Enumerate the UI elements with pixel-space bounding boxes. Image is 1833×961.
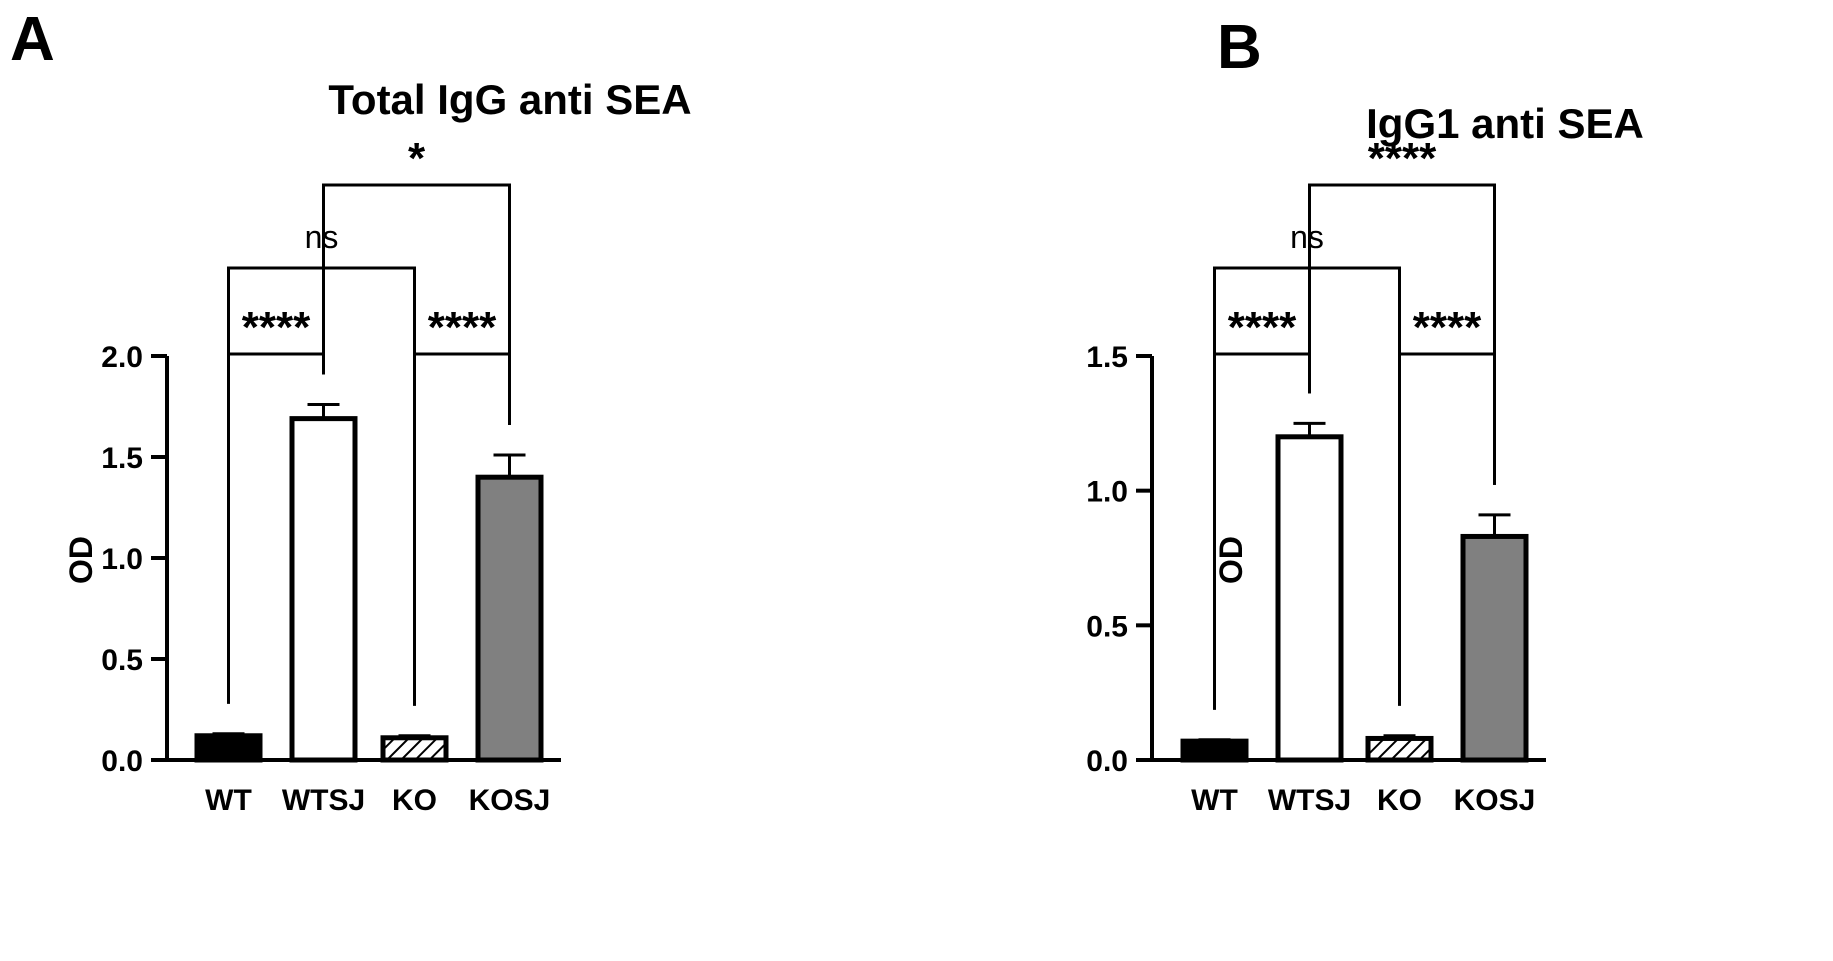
bar-kosj-a [475, 474, 544, 763]
y-tick-label-b: 0.0 [1086, 745, 1128, 778]
panel-letter-b: B [1217, 13, 1262, 82]
x-tick-label-b: KOSJ [1454, 784, 1536, 817]
significance-label-a: ns [305, 219, 339, 255]
significance-label-b: **** [1368, 134, 1437, 183]
significance-bracket-b [1308, 183, 1496, 485]
x-tick-label-a: KOSJ [469, 784, 551, 817]
bar-wtsj-b [1275, 434, 1344, 763]
bar-ko-b [1365, 735, 1434, 763]
significance-bracket-b [1213, 266, 1401, 710]
significance-bracket-a [227, 266, 416, 706]
bar-wt-a [194, 733, 263, 763]
y-tick-label-b: 0.5 [1086, 610, 1128, 643]
y-tick-label-b: 1.0 [1086, 476, 1128, 509]
y-tick-label-a: 2.0 [101, 341, 143, 374]
bar-kosj-b [1460, 533, 1529, 763]
panel-letter-a: A [10, 5, 55, 74]
bar-wt-b [1180, 738, 1249, 763]
x-tick-label-a: KO [392, 784, 437, 817]
bar-wtsj-a [289, 416, 358, 763]
x-tick-label-b: WTSJ [1268, 784, 1351, 817]
y-tick-label-a: 1.5 [101, 442, 143, 475]
x-tick-label-b: WT [1191, 784, 1238, 817]
bar-ko-a [380, 735, 449, 763]
x-tick-label-a: WT [205, 784, 252, 817]
y-tick-label-b: 1.5 [1086, 341, 1128, 374]
significance-label-b: ns [1290, 219, 1324, 255]
panel-b: B IgG1 anti SEA OD 0.0 0.5 1.0 1.5 WT WTSJ KO K… [1086, 13, 1644, 817]
y-tick-label-a: 0.5 [101, 644, 143, 677]
significance-label-b: **** [1228, 303, 1297, 352]
significance-label-a: * [408, 134, 426, 183]
plot-area-b: 0.0 0.5 1.0 1.5 WT WTSJ KO KOSJ **** **** ns **** [1086, 134, 1546, 817]
y-axis-label-b: OD [1213, 536, 1249, 584]
x-tick-label-b: KO [1377, 784, 1422, 817]
y-axis-label-a: OD [63, 536, 99, 584]
y-tick-label-a: 0.0 [101, 745, 143, 778]
y-tick-label-a: 1.0 [101, 543, 143, 576]
significance-label-a: **** [428, 303, 497, 352]
chart-title-a: Total IgG anti SEA [328, 76, 691, 123]
x-tick-label-a: WTSJ [282, 784, 365, 817]
panel-a: A Total IgG anti SEA OD 0.0 0.5 1.0 1.5 2.0 W… [10, 5, 692, 817]
plot-area-a: 0.0 0.5 1.0 1.5 2.0 WT WTSJ KO KOSJ **** **** ns * [101, 134, 561, 817]
significance-label-b: **** [1413, 303, 1482, 352]
chart-title-b: IgG1 anti SEA [1366, 100, 1644, 147]
significance-bracket-a [322, 183, 511, 425]
significance-label-a: **** [242, 303, 311, 352]
